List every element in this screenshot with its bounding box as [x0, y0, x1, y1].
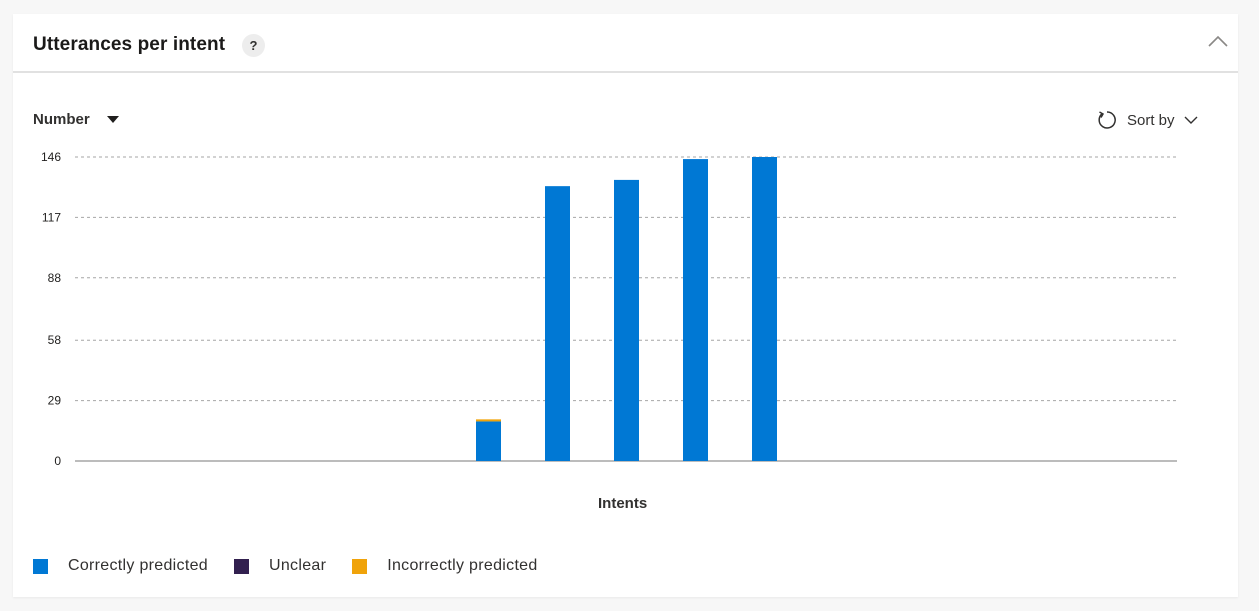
legend-swatch	[33, 558, 48, 574]
legend-swatch	[233, 558, 249, 574]
legend-item-unclear[interactable]: Unclear	[233, 557, 327, 575]
x-axis-label: Intents	[598, 495, 648, 512]
legend-label: Unclear	[268, 557, 327, 574]
y-tick-label: 0	[54, 454, 61, 468]
y-tick-label: 146	[41, 150, 61, 164]
legend-label: Correctly predicted	[68, 557, 208, 574]
y-tick-label: 88	[48, 271, 62, 285]
metric-dropdown[interactable]: Number	[33, 108, 119, 130]
y-tick-label: 29	[48, 394, 62, 408]
card-title: Utterances per intent	[33, 34, 226, 55]
refresh-icon	[1098, 111, 1116, 129]
legend-label: Incorrectly predicted	[387, 557, 538, 574]
y-tick-label: 117	[42, 210, 61, 224]
legend-swatch	[352, 558, 368, 574]
legend-item-correctly-predicted[interactable]: Correctly predicted	[33, 557, 208, 575]
caret-down-icon	[106, 115, 119, 123]
sort-by-button[interactable]: Sort by	[1096, 108, 1199, 132]
bar-correctly-predicted[interactable]	[683, 159, 708, 461]
collapse-button[interactable]	[1204, 28, 1232, 56]
bar-correctly-predicted[interactable]	[545, 186, 570, 461]
bar-correctly-predicted[interactable]	[752, 157, 777, 461]
legend-item-incorrectly-predicted[interactable]: Incorrectly predicted	[352, 557, 537, 575]
bar-correctly-predicted[interactable]	[476, 421, 501, 461]
chevron-down-icon	[1184, 116, 1198, 124]
y-tick-label: 58	[48, 333, 62, 347]
metric-dropdown-label: Number	[33, 110, 90, 128]
bar-incorrectly-predicted[interactable]	[476, 419, 501, 422]
utterances-bar-chart: 0 29 58 88 117 146	[41, 150, 1177, 468]
utterances-card: Utterances per intent ? Number Sort by 0…	[13, 14, 1238, 597]
bar-correctly-predicted[interactable]	[614, 179, 639, 461]
chart-legend: Correctly predicted Unclear Incorrectly …	[33, 555, 564, 577]
chevron-up-icon	[1208, 35, 1228, 47]
help-icon[interactable]: ?	[242, 34, 265, 57]
card-header: Utterances per intent ?	[13, 14, 1238, 73]
sort-by-label: Sort by	[1127, 111, 1175, 129]
